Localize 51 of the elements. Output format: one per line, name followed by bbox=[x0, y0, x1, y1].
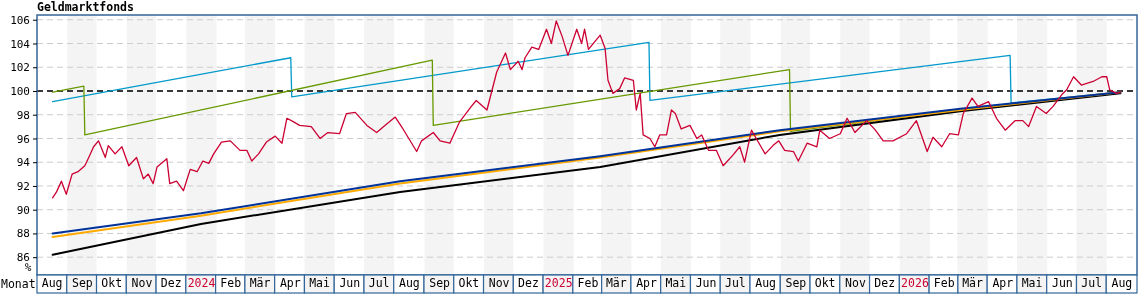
chart-title: Geldmarktfonds bbox=[37, 0, 134, 14]
y-tick-label: 100 bbox=[10, 85, 30, 98]
y-tick-label: 98 bbox=[16, 108, 30, 122]
y-tick-label: 106 bbox=[10, 13, 30, 27]
y-tick-label: 90 bbox=[16, 203, 30, 217]
x-tick-label: Sep bbox=[72, 276, 93, 291]
x-axis-title: Monat bbox=[1, 277, 36, 291]
x-tick-label: Mai bbox=[309, 276, 331, 291]
x-tick-label: Jun bbox=[339, 276, 361, 291]
x-tick-label: Dez bbox=[518, 276, 539, 291]
x-tick-label: 2026 bbox=[901, 276, 929, 291]
x-tick-label: Aug bbox=[755, 276, 777, 291]
x-tick-label: Dez bbox=[160, 276, 182, 291]
x-tick-label: Feb bbox=[933, 276, 955, 291]
x-tick-label: Feb bbox=[220, 276, 242, 291]
y-tick-label: 104 bbox=[10, 37, 31, 51]
x-tick-label: Aug bbox=[1111, 276, 1133, 291]
x-tick-label: Jul bbox=[368, 276, 390, 291]
y-tick-label: 94 bbox=[16, 156, 31, 170]
x-tick-label: Mär bbox=[605, 276, 627, 291]
y-axis-title: % bbox=[24, 261, 32, 274]
x-tick-label: Nov bbox=[488, 276, 510, 291]
y-tick-label: 96 bbox=[16, 132, 30, 146]
x-tick-label: Mär bbox=[249, 276, 271, 291]
x-tick-label: Jun bbox=[1051, 276, 1073, 291]
x-tick-label: Mär bbox=[962, 276, 984, 291]
x-tick-label: Nov bbox=[845, 276, 866, 291]
x-tick-label: Apr bbox=[636, 276, 658, 291]
x-tick-label: Jun bbox=[695, 276, 717, 291]
x-tick-label: Sep bbox=[429, 276, 451, 291]
x-tick-label: Okt bbox=[101, 276, 123, 291]
x-tick-label: Dez bbox=[874, 276, 896, 291]
y-tick-label: 102 bbox=[10, 61, 30, 75]
x-tick-label: Jul bbox=[724, 276, 746, 291]
y-tick-label: 88 bbox=[16, 227, 30, 241]
x-tick-label: Jul bbox=[1081, 276, 1103, 291]
x-tick-label: Nov bbox=[131, 276, 153, 291]
x-tick-label: Feb bbox=[577, 276, 599, 291]
x-tick-label: Okt bbox=[814, 276, 836, 291]
x-tick-label: Okt bbox=[458, 276, 480, 291]
x-tick-label: Mai bbox=[665, 276, 687, 291]
x-tick-label: Aug bbox=[398, 276, 420, 291]
line-series bbox=[51, 20, 1122, 199]
x-tick-label: Apr bbox=[992, 276, 1014, 291]
y-tick-label: 92 bbox=[16, 179, 30, 193]
x-tick-label: 2024 bbox=[187, 276, 216, 291]
x-tick-label: Apr bbox=[279, 276, 301, 291]
x-tick-label: Aug bbox=[41, 276, 63, 291]
x-tick-label: 2025 bbox=[544, 276, 573, 291]
x-tick-label: Mai bbox=[1021, 276, 1043, 291]
x-tick-label: Sep bbox=[785, 276, 807, 291]
